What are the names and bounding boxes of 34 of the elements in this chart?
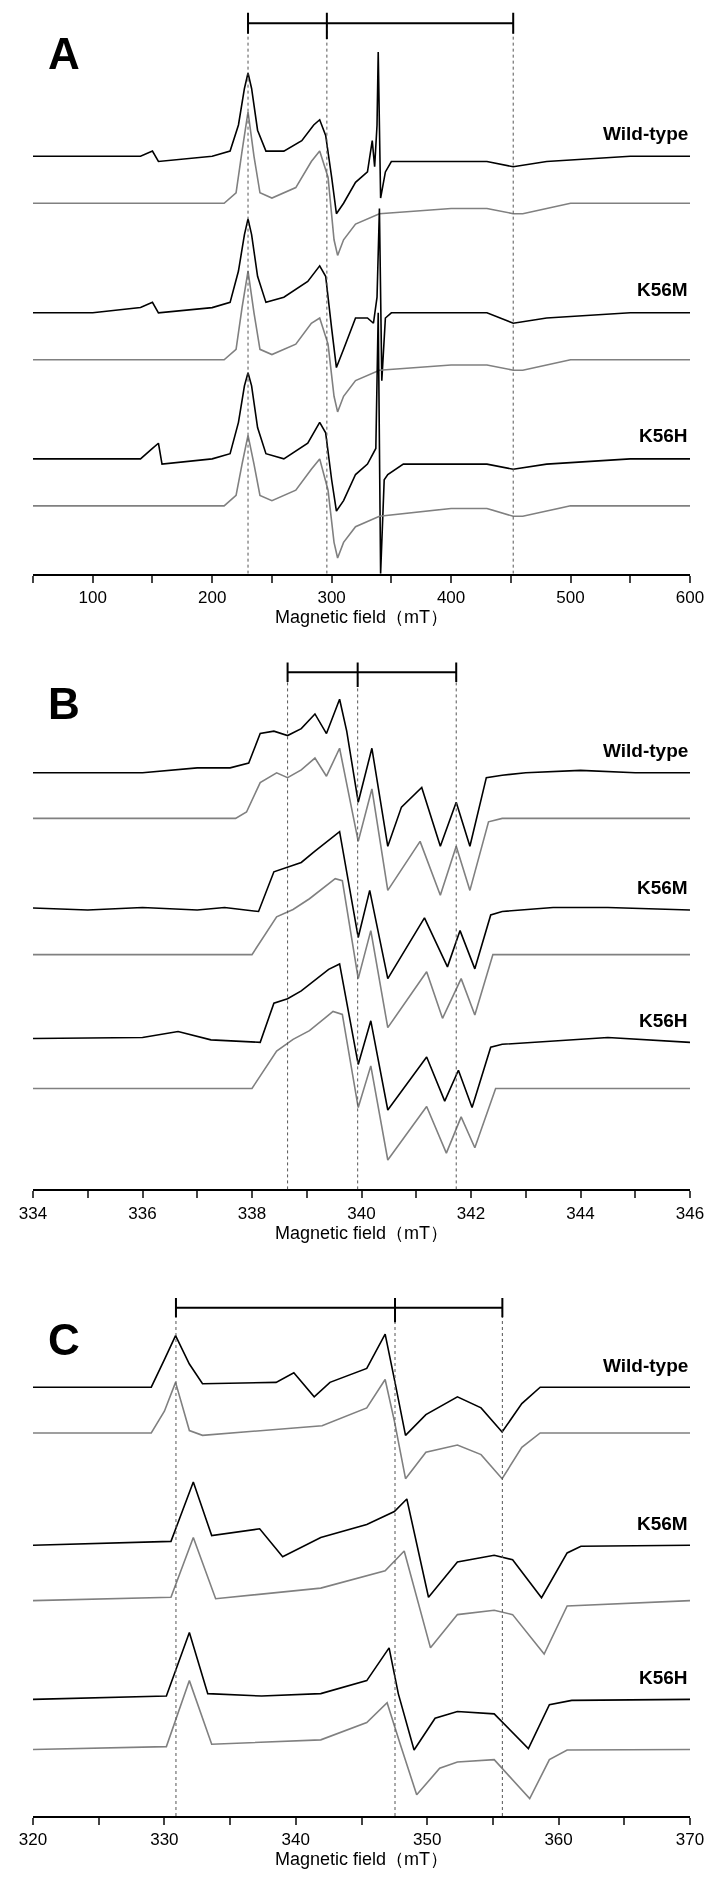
x-tick-label: 334 <box>18 1203 48 1223</box>
series-label: Wild-type <box>603 740 689 761</box>
x-tick-label: 300 <box>317 588 346 608</box>
x-tick-label: 370 <box>675 1830 705 1850</box>
series-label: Wild-type <box>603 1355 689 1376</box>
x-tick-label: 342 <box>456 1203 486 1223</box>
x-axis-title: Magnetic field（mT） <box>274 607 449 628</box>
x-tick-label: 340 <box>281 1830 310 1850</box>
series-label: K56H <box>639 1667 688 1688</box>
x-tick-label: 346 <box>675 1203 705 1223</box>
x-tick-label: 336 <box>128 1203 157 1223</box>
x-tick-label: 100 <box>78 588 107 608</box>
x-axis-title: Magnetic field（mT） <box>274 1849 449 1870</box>
series-label: Wild-type <box>603 123 689 144</box>
series-label: K56H <box>639 1010 688 1031</box>
x-tick-label: 360 <box>544 1830 573 1850</box>
x-tick-label: 344 <box>566 1203 595 1223</box>
x-tick-label: 340 <box>347 1203 376 1223</box>
x-tick-label: 320 <box>18 1830 48 1850</box>
series-label: K56M <box>637 877 688 898</box>
series-label: K56H <box>639 425 688 446</box>
x-tick-label: 500 <box>556 588 585 608</box>
chart-title: A <box>48 29 80 78</box>
x-axis-title: Magnetic field（mT） <box>274 1222 449 1243</box>
x-tick-label: 338 <box>237 1203 267 1223</box>
x-tick-label: 200 <box>197 588 227 608</box>
x-tick-label: 600 <box>675 588 705 608</box>
chart-title: B <box>48 679 80 728</box>
x-tick-label: 350 <box>413 1830 442 1850</box>
x-tick-label: 400 <box>436 588 466 608</box>
series-label: K56M <box>637 1513 688 1534</box>
chart-title: C <box>48 1315 80 1364</box>
series-label: K56M <box>637 279 688 300</box>
x-tick-label: 330 <box>150 1830 179 1850</box>
